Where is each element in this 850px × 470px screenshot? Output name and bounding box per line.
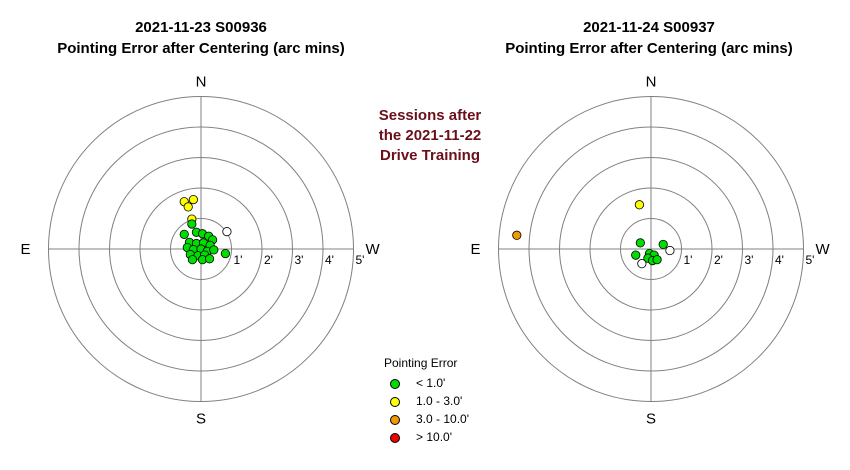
ring-label-left-1: 1' bbox=[234, 253, 243, 267]
compass-n-left: N bbox=[196, 74, 207, 91]
legend-label-orange: 3.0 - 10.0' bbox=[416, 412, 469, 426]
legend-swatch-red bbox=[390, 433, 400, 443]
data-point-right-9 bbox=[652, 255, 662, 265]
chart-title-right-line2: Pointing Error after Centering (arc mins… bbox=[505, 40, 793, 57]
legend-item-orange: 3.0 - 10.0' bbox=[378, 412, 469, 430]
ring-label-right-2: 2' bbox=[714, 253, 723, 267]
data-point-right-4 bbox=[658, 239, 668, 250]
compass-w-right: W bbox=[816, 241, 831, 258]
legend-label-yellow: 1.0 - 3.0' bbox=[416, 394, 463, 408]
legend-swatch-orange bbox=[390, 415, 400, 425]
data-point-right-3 bbox=[631, 250, 641, 260]
data-point-left-26 bbox=[204, 254, 215, 264]
legend-item-red: > 10.0' bbox=[378, 430, 457, 448]
ring-label-left-4: 4' bbox=[325, 253, 334, 267]
legend-label-red: > 10.0' bbox=[416, 430, 452, 444]
ring-label-right-1: 1' bbox=[684, 253, 693, 267]
data-point-right-2 bbox=[635, 238, 645, 248]
chart-title-left-line1: 2021-11-23 S00936 bbox=[135, 19, 267, 36]
ring-label-right-4: 4' bbox=[775, 253, 784, 267]
annotation-line2: the 2021-11-22 bbox=[378, 127, 482, 144]
sessions-annotation: Sessions after the 2021-11-22 Drive Trai… bbox=[345, 106, 515, 166]
chart-title-right: 2021-11-24 S00937 Pointing Error after C… bbox=[459, 17, 839, 59]
data-point-left-7 bbox=[179, 229, 189, 239]
compass-n-right: N bbox=[646, 74, 657, 91]
legend-swatch-green bbox=[390, 379, 400, 389]
annotation-line1: Sessions after bbox=[378, 107, 482, 124]
legend-title: Pointing Error bbox=[384, 356, 458, 370]
chart-title-left-line2: Pointing Error after Centering (arc mins… bbox=[57, 40, 345, 57]
ring-label-left-3: 3' bbox=[295, 253, 304, 267]
data-point-right-1 bbox=[634, 200, 645, 210]
data-point-right-0 bbox=[512, 230, 522, 240]
ring-label-right-3: 3' bbox=[745, 253, 754, 267]
compass-e-right: E bbox=[470, 241, 480, 258]
compass-s-right: S bbox=[646, 411, 656, 428]
legend: Pointing Error < 1.0' 1.0 - 3.0' 3.0 - 1… bbox=[378, 356, 469, 448]
legend-swatch-yellow bbox=[390, 397, 400, 407]
data-point-left-5 bbox=[220, 248, 230, 259]
chart-title-left: 2021-11-23 S00936 Pointing Error after C… bbox=[11, 17, 391, 59]
compass-e-left: E bbox=[20, 241, 30, 258]
legend-label-green: < 1.0' bbox=[416, 376, 446, 390]
data-point-left-2 bbox=[183, 202, 193, 212]
data-point-right-11 bbox=[637, 259, 647, 269]
ring-label-left-5: 5' bbox=[356, 253, 365, 267]
chart-title-right-line1: 2021-11-24 S00937 bbox=[583, 19, 715, 36]
annotation-line3: Drive Training bbox=[379, 147, 481, 164]
ring-label-right-5: 5' bbox=[806, 253, 815, 267]
data-point-left-24 bbox=[187, 255, 198, 265]
data-point-left-1 bbox=[188, 194, 198, 205]
data-point-left-4 bbox=[222, 227, 232, 237]
compass-s-left: S bbox=[196, 411, 206, 428]
data-point-left-20 bbox=[209, 245, 219, 255]
legend-item-green: < 1.0' bbox=[378, 376, 457, 394]
data-point-left-6 bbox=[187, 219, 197, 229]
ring-label-left-2: 2' bbox=[264, 253, 273, 267]
compass-w-left: W bbox=[366, 241, 381, 258]
data-point-right-10 bbox=[665, 245, 675, 256]
legend-item-yellow: 1.0 - 3.0' bbox=[378, 394, 462, 412]
